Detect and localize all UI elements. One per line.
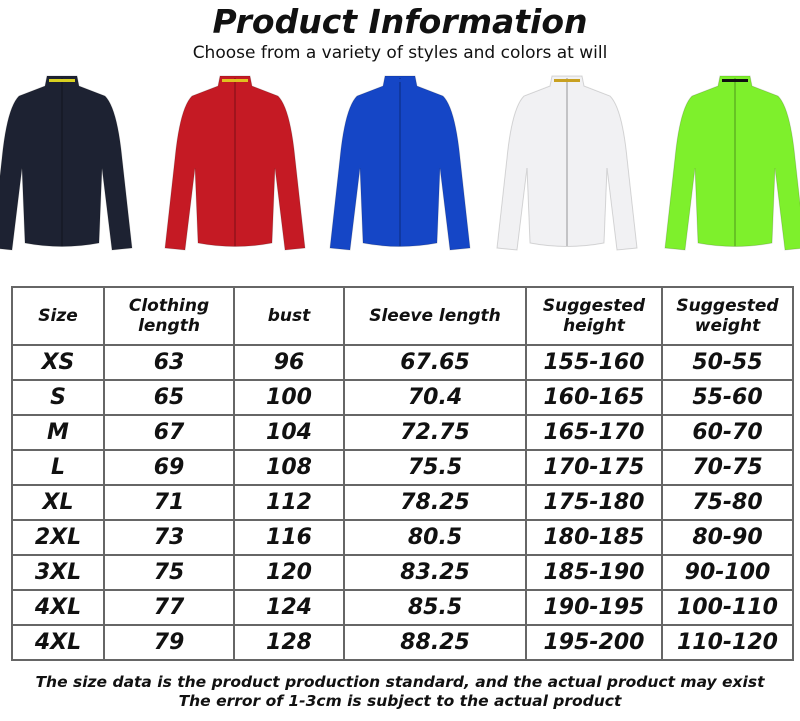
table-cell: 85.5	[343, 589, 527, 626]
table-cell: 80-90	[661, 519, 794, 556]
jacket-color-options	[0, 75, 800, 251]
table-row: 3XL 75 120 83.25 185-190 90-100	[11, 554, 794, 591]
table-cell: 155-160	[525, 344, 663, 381]
table-cell: 90-100	[661, 554, 794, 591]
table-cell: 160-165	[525, 379, 663, 416]
table-cell: 77	[103, 589, 235, 626]
table-cell: 70.4	[343, 379, 527, 416]
table-cell: 75-80	[661, 484, 794, 521]
table-cell: 3XL	[11, 554, 105, 591]
table-cell: 96	[233, 344, 345, 381]
column-header: Clothing length	[103, 286, 235, 346]
table-cell: 65	[103, 379, 235, 416]
table-cell: 60-70	[661, 414, 794, 451]
jacket-image	[0, 75, 133, 251]
page-subtitle: Choose from a variety of styles and colo…	[192, 43, 608, 63]
table-cell: 116	[233, 519, 345, 556]
table-cell: 63	[103, 344, 235, 381]
jacket-image	[164, 75, 306, 251]
error-note: The error of 1-3cm is subject to the act…	[178, 692, 622, 710]
table-row: 2XL 73 116 80.5 180-185 80-90	[11, 519, 794, 556]
table-cell: 195-200	[525, 624, 663, 661]
table-cell: 69	[103, 449, 235, 486]
table-cell: 108	[233, 449, 345, 486]
table-cell: 165-170	[525, 414, 663, 451]
table-cell: 88.25	[343, 624, 527, 661]
table-cell: 104	[233, 414, 345, 451]
table-cell: 72.75	[343, 414, 527, 451]
table-cell: 83.25	[343, 554, 527, 591]
table-cell: S	[11, 379, 105, 416]
table-cell: 4XL	[11, 589, 105, 626]
jacket-image	[664, 75, 800, 251]
table-cell: 110-120	[661, 624, 794, 661]
table-row: XS 63 96 67.65 155-160 50-55	[11, 344, 794, 381]
table-cell: 55-60	[661, 379, 794, 416]
column-header: bust	[233, 286, 345, 346]
table-cell: 67.65	[343, 344, 527, 381]
table-cell: 50-55	[661, 344, 794, 381]
page-title: Product Information	[212, 2, 588, 41]
table-row: 4XL 77 124 85.5 190-195 100-110	[11, 589, 794, 626]
table-row: XL 71 112 78.25 175-180 75-80	[11, 484, 794, 521]
table-cell: 67	[103, 414, 235, 451]
table-cell: 79	[103, 624, 235, 661]
table-cell: L	[11, 449, 105, 486]
column-header: Suggested height	[525, 286, 663, 346]
table-cell: 70-75	[661, 449, 794, 486]
table-cell: 112	[233, 484, 345, 521]
jacket-image	[496, 75, 638, 251]
table-row: L 69 108 75.5 170-175 70-75	[11, 449, 794, 486]
table-cell: 180-185	[525, 519, 663, 556]
table-header-row: Size Clothing length bust Sleeve length Sugg…	[11, 286, 794, 346]
size-chart-table: Size Clothing length bust Sleeve length Sugg…	[11, 286, 794, 661]
table-cell: 2XL	[11, 519, 105, 556]
table-row: S 65 100 70.4 160-165 55-60	[11, 379, 794, 416]
column-header: Suggested weight	[661, 286, 794, 346]
table-cell: M	[11, 414, 105, 451]
table-cell: 75.5	[343, 449, 527, 486]
table-cell: 75	[103, 554, 235, 591]
column-header: Sleeve length	[343, 286, 527, 346]
table-cell: 190-195	[525, 589, 663, 626]
table-cell: 124	[233, 589, 345, 626]
size-note: The size data is the product production …	[35, 673, 765, 691]
table-cell: 80.5	[343, 519, 527, 556]
table-cell: 170-175	[525, 449, 663, 486]
jacket-image	[329, 75, 471, 251]
table-cell: 175-180	[525, 484, 663, 521]
table-cell: 100-110	[661, 589, 794, 626]
table-cell: 128	[233, 624, 345, 661]
table-cell: 73	[103, 519, 235, 556]
table-row: M 67 104 72.75 165-170 60-70	[11, 414, 794, 451]
table-cell: 120	[233, 554, 345, 591]
table-cell: 71	[103, 484, 235, 521]
table-cell: 100	[233, 379, 345, 416]
table-cell: 185-190	[525, 554, 663, 591]
table-cell: XL	[11, 484, 105, 521]
table-cell: 78.25	[343, 484, 527, 521]
table-row: 4XL 79 128 88.25 195-200 110-120	[11, 624, 794, 661]
table-cell: 4XL	[11, 624, 105, 661]
table-cell: XS	[11, 344, 105, 381]
column-header: Size	[11, 286, 105, 346]
